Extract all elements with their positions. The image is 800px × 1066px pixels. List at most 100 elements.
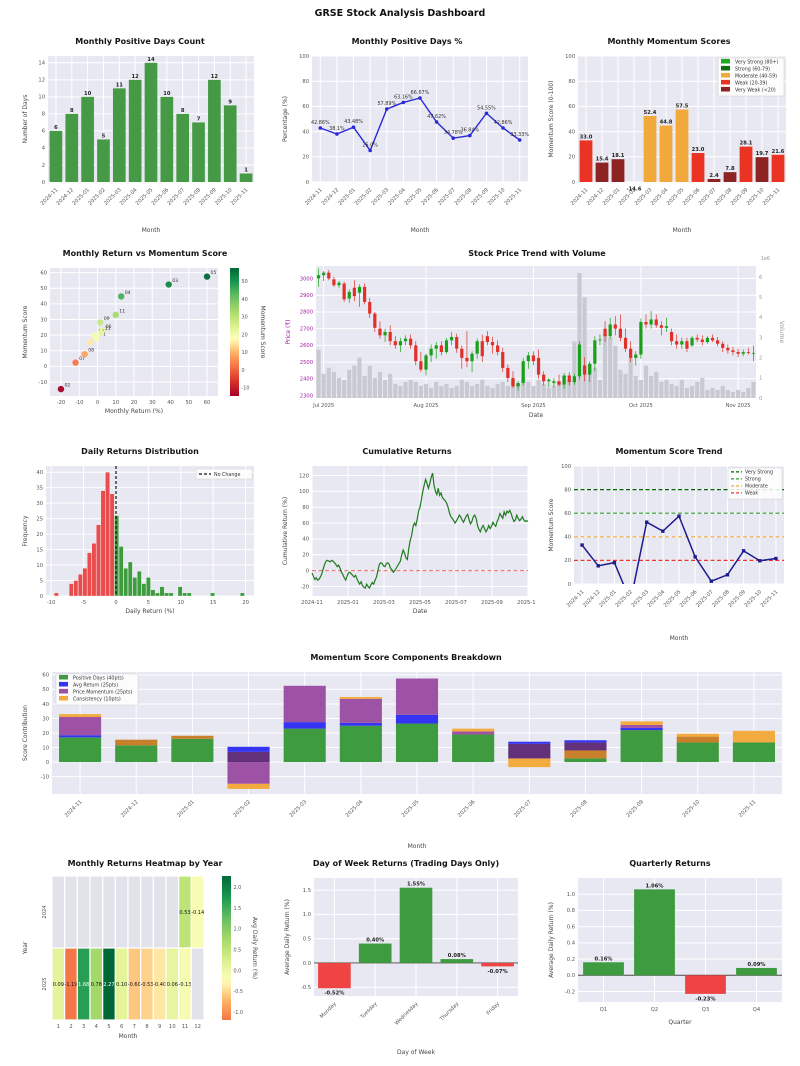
svg-text:03: 03 [172,278,178,284]
svg-text:80: 80 [302,505,309,511]
svg-text:2900: 2900 [300,293,313,299]
svg-text:0: 0 [46,760,49,766]
svg-text:0: 0 [568,582,571,588]
svg-text:7.8: 7.8 [725,166,735,172]
svg-text:-1.0: -1.0 [234,1010,244,1016]
svg-text:1e6: 1e6 [761,256,770,262]
svg-text:20: 20 [568,155,575,161]
svg-text:Month: Month [673,227,692,234]
svg-text:Aug 2025: Aug 2025 [414,403,439,409]
svg-text:Month: Month [142,227,161,234]
svg-text:30: 30 [40,317,47,323]
svg-text:Sep 2025: Sep 2025 [521,403,546,409]
svg-text:10: 10 [84,91,92,97]
svg-text:20: 20 [40,333,47,339]
svg-text:-10: -10 [41,774,49,780]
svg-text:Moderate (40-59): Moderate (40-59) [735,73,777,79]
svg-text:-0.60: -0.60 [128,982,141,988]
svg-text:2400: 2400 [300,377,313,383]
svg-text:2025-09: 2025-09 [625,799,645,819]
chart-title: Day of Week Returns (Trading Days Only) [312,859,500,868]
chart-title: Momentum Score Components Breakdown [310,653,502,662]
svg-text:42.86%: 42.86% [494,120,513,126]
svg-text:10: 10 [42,745,49,751]
svg-text:54.55%: 54.55% [477,105,496,111]
svg-text:20: 20 [302,553,309,559]
svg-text:9: 9 [228,99,232,105]
svg-text:10: 10 [38,95,45,101]
svg-text:7: 7 [197,116,201,122]
svg-text:Avg Return (25pts): Avg Return (25pts) [73,682,118,688]
svg-text:-10: -10 [242,386,250,392]
svg-text:Q4: Q4 [753,1007,761,1013]
svg-text:100: 100 [299,489,309,495]
svg-text:9: 9 [158,1024,161,1030]
svg-text:Momentum Score: Momentum Score [259,306,266,359]
svg-text:11: 11 [105,326,111,332]
chart-daily-returns-distribution: Daily Returns Distribution 0 5 10 15 20 25 30 3… [18,444,262,642]
cumulative-returns-plot: -20 0 20 40 60 80 100 120 2024-11 2025-01 2025-03 2… [282,466,536,615]
svg-text:0.16%: 0.16% [595,956,614,962]
svg-text:11: 11 [116,82,124,88]
svg-text:14: 14 [147,57,155,63]
svg-text:10: 10 [242,350,248,356]
chart-title: Stock Price Trend with Volume [468,249,606,258]
svg-text:No Change: No Change [214,472,240,478]
svg-text:15: 15 [210,600,217,606]
svg-text:Avg Daily Return (%): Avg Daily Return (%) [251,917,258,979]
svg-text:6: 6 [120,1024,123,1030]
svg-text:7: 7 [133,1024,136,1030]
svg-text:Average Daily Return (%): Average Daily Return (%) [284,899,291,975]
svg-text:2025-11: 2025-11 [230,187,250,207]
svg-text:2024: 2024 [42,905,48,919]
svg-text:66.67%: 66.67% [411,90,430,96]
svg-text:0: 0 [40,594,43,600]
svg-text:40: 40 [167,400,174,406]
svg-text:30: 30 [242,315,248,321]
svg-text:Average Daily Return (%): Average Daily Return (%) [548,902,555,978]
svg-text:1.0: 1.0 [303,912,311,918]
svg-text:-0.23%: -0.23% [695,996,716,1002]
svg-text:Friday: Friday [486,1001,501,1016]
svg-text:2: 2 [759,355,762,361]
svg-text:2024-11: 2024-11 [301,600,323,606]
svg-text:Strong: Strong [745,476,761,482]
svg-text:40: 40 [40,302,47,308]
svg-text:2025-11: 2025-11 [517,600,536,606]
svg-text:Monday: Monday [319,1001,338,1020]
svg-text:60: 60 [204,400,211,406]
svg-text:0.09%: 0.09% [748,962,767,968]
svg-text:1.0: 1.0 [234,927,242,933]
svg-text:-0.52%: -0.52% [324,991,345,997]
svg-text:19.7: 19.7 [756,151,769,157]
svg-text:Tuesday: Tuesday [359,1001,379,1021]
svg-text:47.62%: 47.62% [427,114,446,120]
svg-text:-10: -10 [75,400,83,406]
svg-text:-0.40: -0.40 [153,982,166,988]
svg-text:Thursday: Thursday [438,1001,460,1023]
svg-text:-10: -10 [39,380,47,386]
svg-text:Month: Month [408,843,427,850]
svg-text:100: 100 [561,464,571,470]
svg-text:40: 40 [42,702,49,708]
svg-text:12: 12 [132,74,140,80]
svg-text:12: 12 [211,74,219,80]
svg-text:Oct 2025: Oct 2025 [629,403,653,409]
svg-text:Q3: Q3 [702,1007,709,1013]
svg-text:2025-07: 2025-07 [513,799,533,819]
svg-text:0.2: 0.2 [567,957,575,963]
svg-text:50: 50 [185,400,192,406]
svg-text:2.4: 2.4 [709,173,719,179]
svg-text:10: 10 [169,1024,176,1030]
svg-text:1.5: 1.5 [303,888,311,894]
svg-text:0.0: 0.0 [234,968,242,974]
svg-text:3: 3 [759,335,762,341]
svg-text:Positive Days (40pts): Positive Days (40pts) [73,675,124,681]
svg-text:8: 8 [42,112,45,118]
svg-text:60: 60 [302,104,309,110]
svg-text:2025-05: 2025-05 [409,600,431,606]
svg-text:Month: Month [670,635,689,642]
svg-text:-14.6: -14.6 [627,187,642,193]
svg-text:1.5: 1.5 [234,906,242,912]
svg-text:63.16%: 63.16% [394,94,413,100]
